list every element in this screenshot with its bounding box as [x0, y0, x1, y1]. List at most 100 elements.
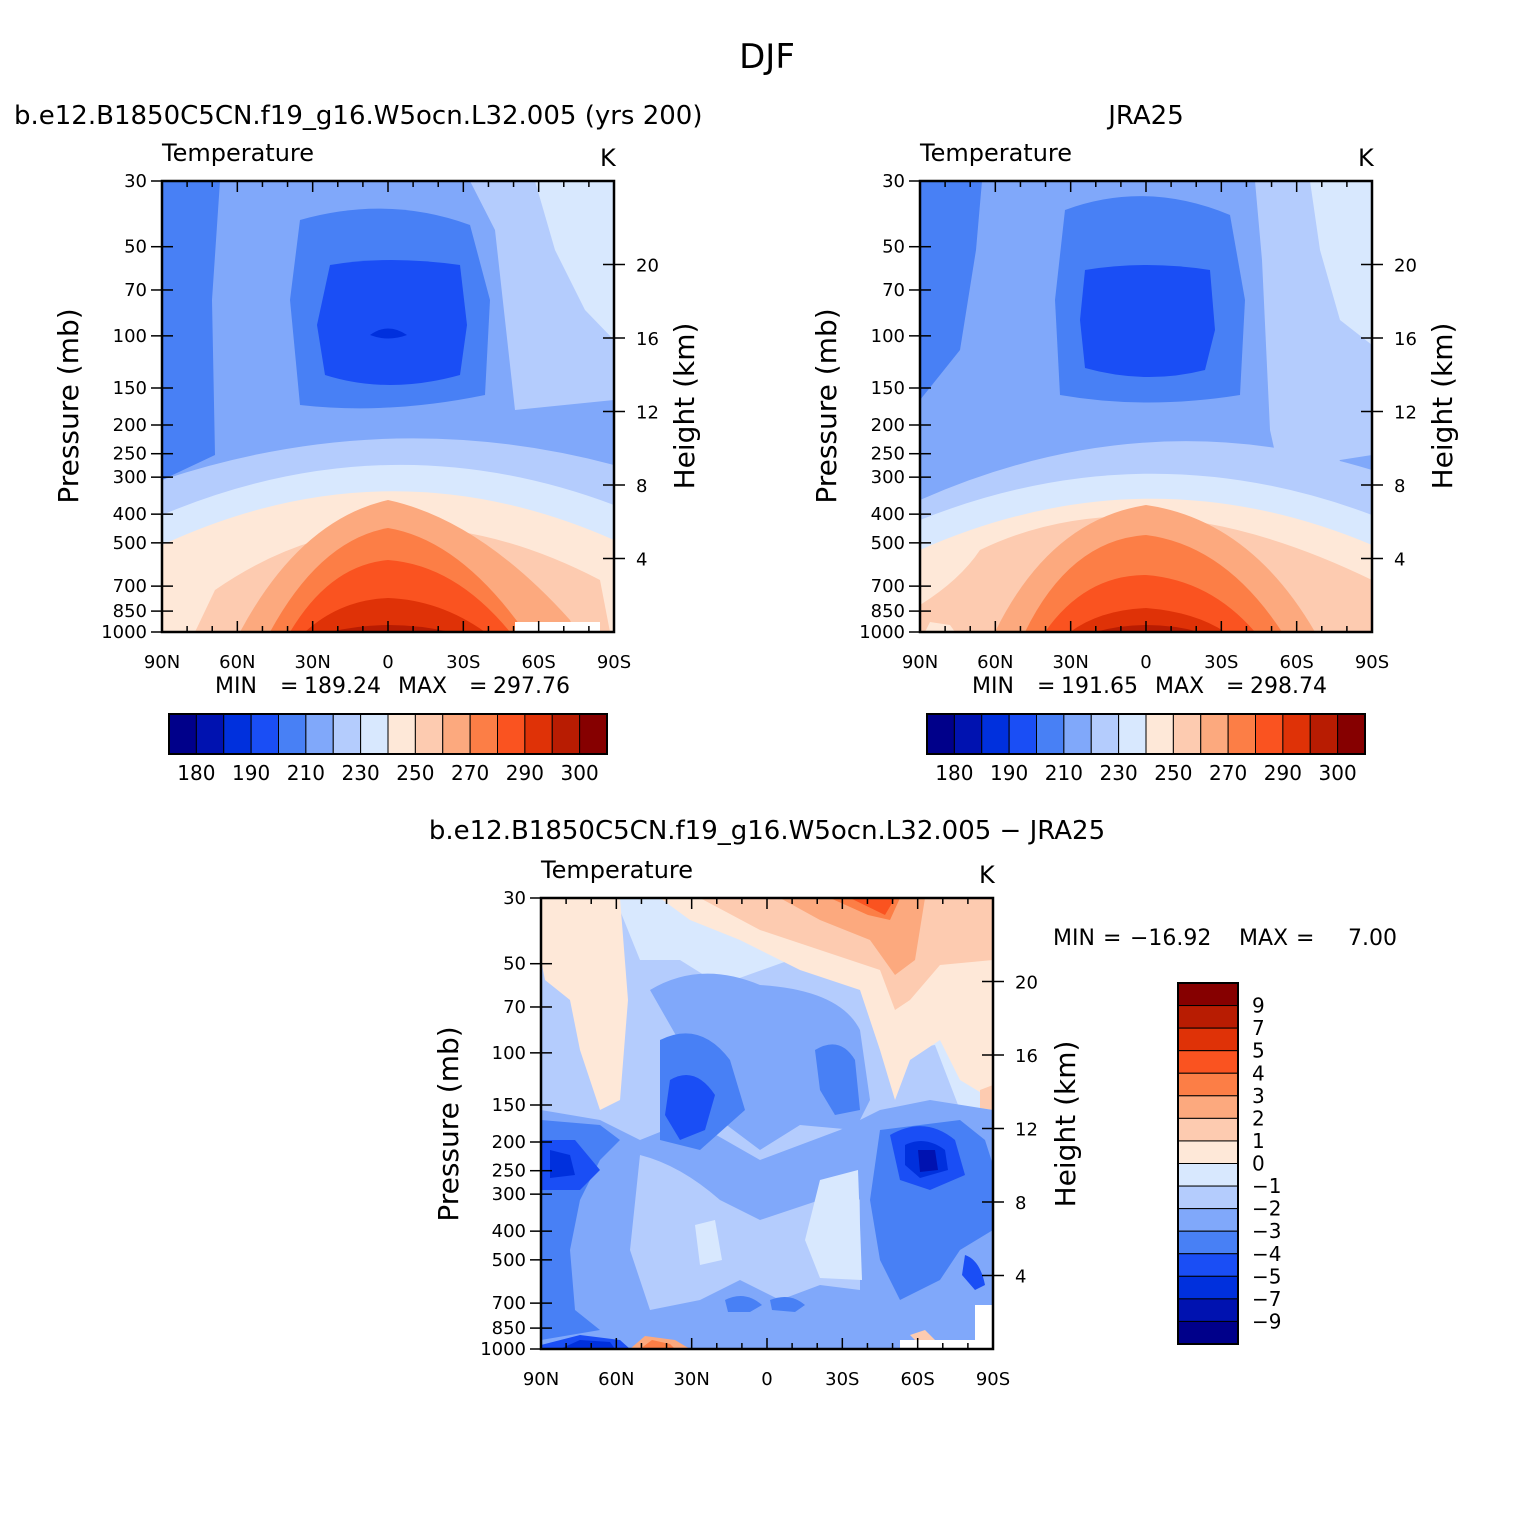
missing-data [900, 1340, 993, 1349]
y-axis-label: Pressure (mb) [52, 308, 85, 503]
height-tick-label: 4 [636, 550, 647, 571]
max-value: 297.76 [493, 674, 570, 699]
contour-band [305, 598, 485, 632]
contour-band [630, 1155, 860, 1310]
colorbar-label: 230 [342, 761, 380, 785]
colorbar-swatch [1177, 1027, 1239, 1052]
x-tick-label: 90S [597, 652, 631, 673]
min-label: MIN [215, 674, 257, 699]
height-tick-label: 8 [1394, 476, 1405, 497]
y-tick-label: 850 [871, 601, 905, 622]
colorbar-swatch [1118, 713, 1147, 755]
variable-label: Temperature [540, 856, 693, 884]
colorbar-swatch [1177, 1185, 1239, 1210]
y-tick-label: 150 [113, 378, 147, 399]
colorbar-swatch [1177, 1163, 1239, 1187]
y-tick-label: 400 [871, 504, 905, 525]
x-tick-label: 30S [446, 652, 480, 673]
colorbar-label: 5 [1252, 1039, 1265, 1063]
y-tick-label: 250 [113, 444, 147, 465]
colorbar-swatch [1177, 1072, 1239, 1097]
axes: 90N 60N 30N 0 30S 60S 90S 30 50 70 100 150 200 250300… [480, 888, 1038, 1390]
colorbar-label: −1 [1252, 1174, 1281, 1198]
colorbar-swatch [1177, 1208, 1239, 1232]
y-tick-label: 300 [492, 1184, 526, 1205]
max-value: 298.74 [1250, 674, 1327, 699]
colorbar: 180 190 210 230 250 270 290 300 [926, 713, 1366, 785]
colorbar-label: 9 [1252, 994, 1265, 1018]
colorbar-label: 230 [1100, 761, 1138, 785]
contour-band [770, 1296, 805, 1312]
y-tick-label: 30 [124, 171, 147, 192]
contour-band [1080, 265, 1215, 378]
contour-band [541, 898, 628, 1110]
colorbar-swatch [1177, 1298, 1239, 1322]
y-axis-right-label: Height (km) [1049, 1041, 1082, 1208]
colorbar-label: −2 [1252, 1197, 1281, 1221]
y-tick-label: 1000 [101, 622, 147, 643]
height-tick-label: 16 [1015, 1046, 1038, 1067]
height-tick-label: 20 [1394, 256, 1417, 277]
colorbar-swatch [1177, 1230, 1239, 1255]
y-axis-label: Pressure (mb) [810, 308, 843, 503]
contour-band [920, 181, 982, 400]
colorbar-swatch [1337, 713, 1366, 755]
colorbar-label: 190 [990, 761, 1028, 785]
units-label: K [1358, 144, 1375, 172]
colorbar-swatch [442, 713, 471, 755]
y-tick-label: 70 [503, 997, 526, 1018]
y-tick-label: 200 [113, 415, 147, 436]
contour-band [725, 1296, 762, 1312]
panel-difference: b.e12.B1850C5CN.f19_g16.W5ocn.L32.005 − … [429, 816, 1397, 1390]
contour-band [850, 898, 895, 915]
x-tick-label: 30N [294, 652, 330, 673]
colorbar-swatch [250, 713, 279, 755]
min-eq: = [280, 674, 298, 699]
y-tick-label: 50 [124, 237, 147, 258]
height-tick-label: 16 [1394, 329, 1417, 350]
contour-band [650, 973, 870, 1150]
height-tick-label: 12 [636, 403, 659, 424]
colorbar-swatch [1177, 1253, 1239, 1277]
y-tick-label: 70 [124, 280, 147, 301]
x-tick-label: 60N [598, 1369, 634, 1390]
contour-field [541, 898, 993, 1349]
figure-title: DJF [739, 37, 795, 77]
y-tick-label: 50 [503, 954, 526, 975]
y-tick-label: 500 [492, 1250, 526, 1271]
colorbar-label: 2 [1252, 1106, 1265, 1130]
contour-band [815, 1044, 860, 1115]
height-tick-label: 12 [1394, 403, 1417, 424]
contour-band [162, 181, 220, 480]
height-tick-label: 12 [1015, 1120, 1038, 1141]
colorbar-swatch [953, 713, 983, 755]
x-tick-label: 30N [673, 1369, 709, 1390]
x-tick-label: 0 [382, 652, 393, 673]
colorbar-label: 7 [1252, 1016, 1265, 1040]
colorbar-swatch [332, 713, 362, 755]
missing-data [975, 1305, 993, 1349]
min-value: 189.24 [304, 674, 381, 699]
max-label: MAX [1155, 674, 1204, 699]
contour-band [805, 1170, 862, 1280]
x-tick-label: 0 [1140, 652, 1151, 673]
contour-band [695, 1220, 722, 1265]
y-tick-label: 250 [871, 444, 905, 465]
max-label: MAX [398, 674, 447, 699]
y-tick-label: 400 [113, 504, 147, 525]
colorbar-label: 300 [561, 761, 599, 785]
colorbar-swatch [524, 713, 553, 755]
panel-reanalysis: JRA25 Temperature K 90N 60N 30N 0 30S 60S 90S 3… [810, 101, 1459, 785]
min-value: 191.65 [1061, 674, 1138, 699]
y-tick-label: 300 [113, 467, 147, 488]
y-tick-label: 100 [871, 326, 905, 347]
y-tick-label: 300 [871, 467, 905, 488]
y-axis-right-label: Height (km) [1426, 323, 1459, 490]
y-tick-label: 500 [871, 533, 905, 554]
max-eq: = [469, 674, 487, 699]
colorbar-swatch [469, 713, 498, 755]
contour-band [317, 260, 467, 385]
y-tick-label: 30 [882, 171, 905, 192]
colorbar-label: 190 [232, 761, 270, 785]
